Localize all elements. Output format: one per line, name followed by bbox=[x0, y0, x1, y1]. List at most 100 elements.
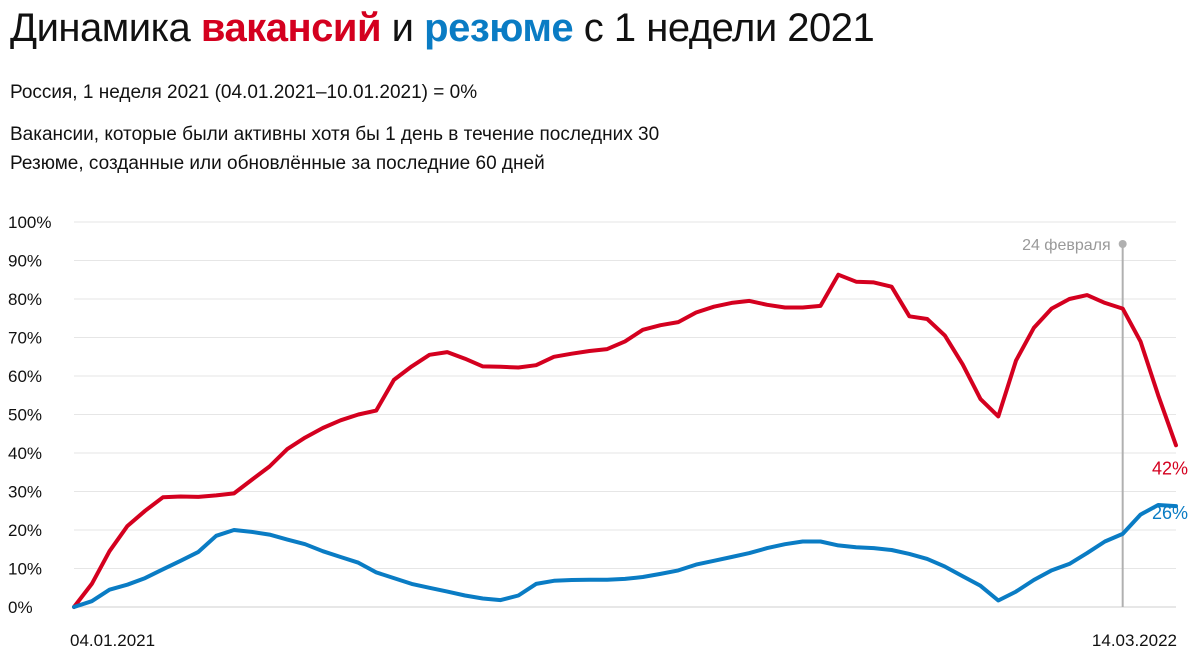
data-point-vacancies bbox=[836, 273, 840, 277]
data-point-vacancies bbox=[339, 418, 343, 422]
data-point-vacancies bbox=[819, 304, 822, 308]
data-point-vacancies bbox=[125, 524, 129, 528]
title-suffix: с 1 недели 2021 bbox=[583, 6, 875, 50]
data-point-vacancies bbox=[392, 378, 396, 382]
chart-subtitle: Россия, 1 неделя 2021 (04.01.2021–10.01.… bbox=[10, 82, 478, 103]
data-point-resumes bbox=[712, 559, 716, 563]
data-point-resumes bbox=[605, 578, 609, 582]
data-point-vacancies bbox=[1050, 307, 1054, 311]
data-point-resumes bbox=[996, 599, 1000, 602]
data-point-vacancies bbox=[410, 364, 414, 368]
data-point-resumes bbox=[534, 582, 538, 586]
data-point-resumes bbox=[1103, 540, 1107, 543]
data-point-vacancies bbox=[303, 436, 307, 440]
data-point-vacancies bbox=[481, 364, 485, 368]
data-point-resumes bbox=[694, 563, 698, 567]
data-point-vacancies bbox=[321, 426, 325, 430]
data-point-vacancies bbox=[552, 355, 556, 359]
y-tick-label: 70% bbox=[8, 329, 42, 348]
y-tick-label: 90% bbox=[8, 252, 42, 271]
data-point-resumes bbox=[90, 599, 94, 603]
data-point-resumes bbox=[676, 568, 680, 572]
data-point-resumes bbox=[428, 586, 431, 590]
data-point-vacancies bbox=[801, 306, 805, 309]
chart-title: Динамика вакансий и резюме с 1 недели 20… bbox=[10, 4, 875, 52]
data-point-vacancies bbox=[516, 366, 520, 369]
data-point-resumes bbox=[392, 576, 396, 580]
data-point-vacancies bbox=[1067, 297, 1071, 301]
data-point-resumes bbox=[356, 561, 360, 565]
data-point-vacancies bbox=[268, 465, 271, 468]
data-point-vacancies bbox=[1085, 293, 1089, 297]
data-point-resumes bbox=[268, 533, 271, 537]
data-point-resumes bbox=[890, 548, 894, 552]
data-point-vacancies bbox=[143, 509, 147, 513]
y-axis: 0% 10% 20% 30% 40% 50% 60% 70% 80% 90% 100% bbox=[8, 213, 51, 617]
data-point-vacancies bbox=[232, 491, 236, 495]
data-point-resumes bbox=[161, 567, 165, 571]
annotation-layer: 24 февраля bbox=[1022, 237, 1127, 607]
data-point-resumes bbox=[143, 576, 147, 580]
data-point-vacancies bbox=[979, 397, 982, 401]
data-point-vacancies bbox=[854, 280, 858, 284]
data-point-resumes bbox=[588, 578, 591, 582]
data-point-resumes bbox=[1174, 504, 1178, 508]
y-tick-label: 40% bbox=[8, 444, 42, 463]
data-point-vacancies bbox=[1156, 393, 1160, 397]
data-point-resumes bbox=[765, 546, 769, 550]
data-point-vacancies bbox=[694, 311, 698, 314]
data-point-resumes bbox=[1014, 590, 1018, 594]
data-point-vacancies bbox=[659, 323, 662, 327]
data-point-vacancies bbox=[428, 353, 431, 357]
end-label-resumes: 26% bbox=[1152, 503, 1188, 523]
data-point-vacancies bbox=[374, 409, 378, 413]
data-point-vacancies bbox=[445, 350, 449, 354]
end-label-vacancies: 42% bbox=[1152, 458, 1188, 478]
data-point-vacancies bbox=[1103, 301, 1107, 305]
data-point-vacancies bbox=[108, 549, 111, 553]
note-vacancies: Вакансии, которые были активны хотя бы 1… bbox=[10, 124, 660, 145]
data-point-resumes bbox=[730, 555, 734, 559]
data-point-resumes bbox=[445, 590, 449, 594]
y-tick-label: 100% bbox=[8, 213, 51, 232]
data-point-vacancies bbox=[196, 495, 200, 499]
data-point-vacancies bbox=[588, 349, 591, 353]
data-point-resumes bbox=[783, 542, 787, 546]
y-tick-label: 10% bbox=[8, 560, 42, 579]
title-and: и bbox=[391, 6, 414, 50]
data-point-vacancies bbox=[907, 314, 911, 318]
data-point-resumes bbox=[872, 546, 876, 550]
data-point-vacancies bbox=[872, 280, 876, 284]
data-point-vacancies bbox=[783, 306, 787, 309]
data-point-resumes bbox=[72, 605, 76, 609]
data-point-vacancies bbox=[943, 334, 947, 338]
data-point-resumes bbox=[1139, 513, 1142, 517]
annotation-dot bbox=[1118, 240, 1127, 248]
data-point-vacancies bbox=[996, 414, 1000, 418]
data-point-resumes bbox=[196, 550, 200, 554]
data-point-vacancies bbox=[925, 317, 929, 321]
data-point-resumes bbox=[321, 549, 325, 553]
data-point-resumes bbox=[463, 594, 467, 597]
data-point-resumes bbox=[979, 584, 982, 588]
data-point-resumes bbox=[410, 582, 414, 586]
data-point-resumes bbox=[232, 528, 236, 532]
data-point-vacancies bbox=[285, 447, 289, 451]
data-point-resumes bbox=[250, 530, 254, 534]
data-point-resumes bbox=[747, 551, 751, 555]
x-end-label: 14.03.2022 bbox=[1092, 631, 1177, 650]
y-tick-label: 80% bbox=[8, 290, 42, 309]
data-point-vacancies bbox=[463, 357, 467, 361]
data-point-resumes bbox=[339, 555, 343, 559]
data-point-resumes bbox=[1156, 503, 1160, 507]
data-point-resumes bbox=[499, 598, 503, 602]
data-point-resumes bbox=[854, 545, 858, 549]
data-point-vacancies bbox=[534, 363, 538, 367]
data-point-resumes bbox=[125, 583, 129, 587]
data-point-vacancies bbox=[605, 347, 609, 351]
data-point-vacancies bbox=[676, 320, 680, 324]
series-line-vacancies bbox=[72, 272, 1178, 609]
data-point-resumes bbox=[623, 577, 627, 581]
data-point-resumes bbox=[801, 540, 805, 543]
